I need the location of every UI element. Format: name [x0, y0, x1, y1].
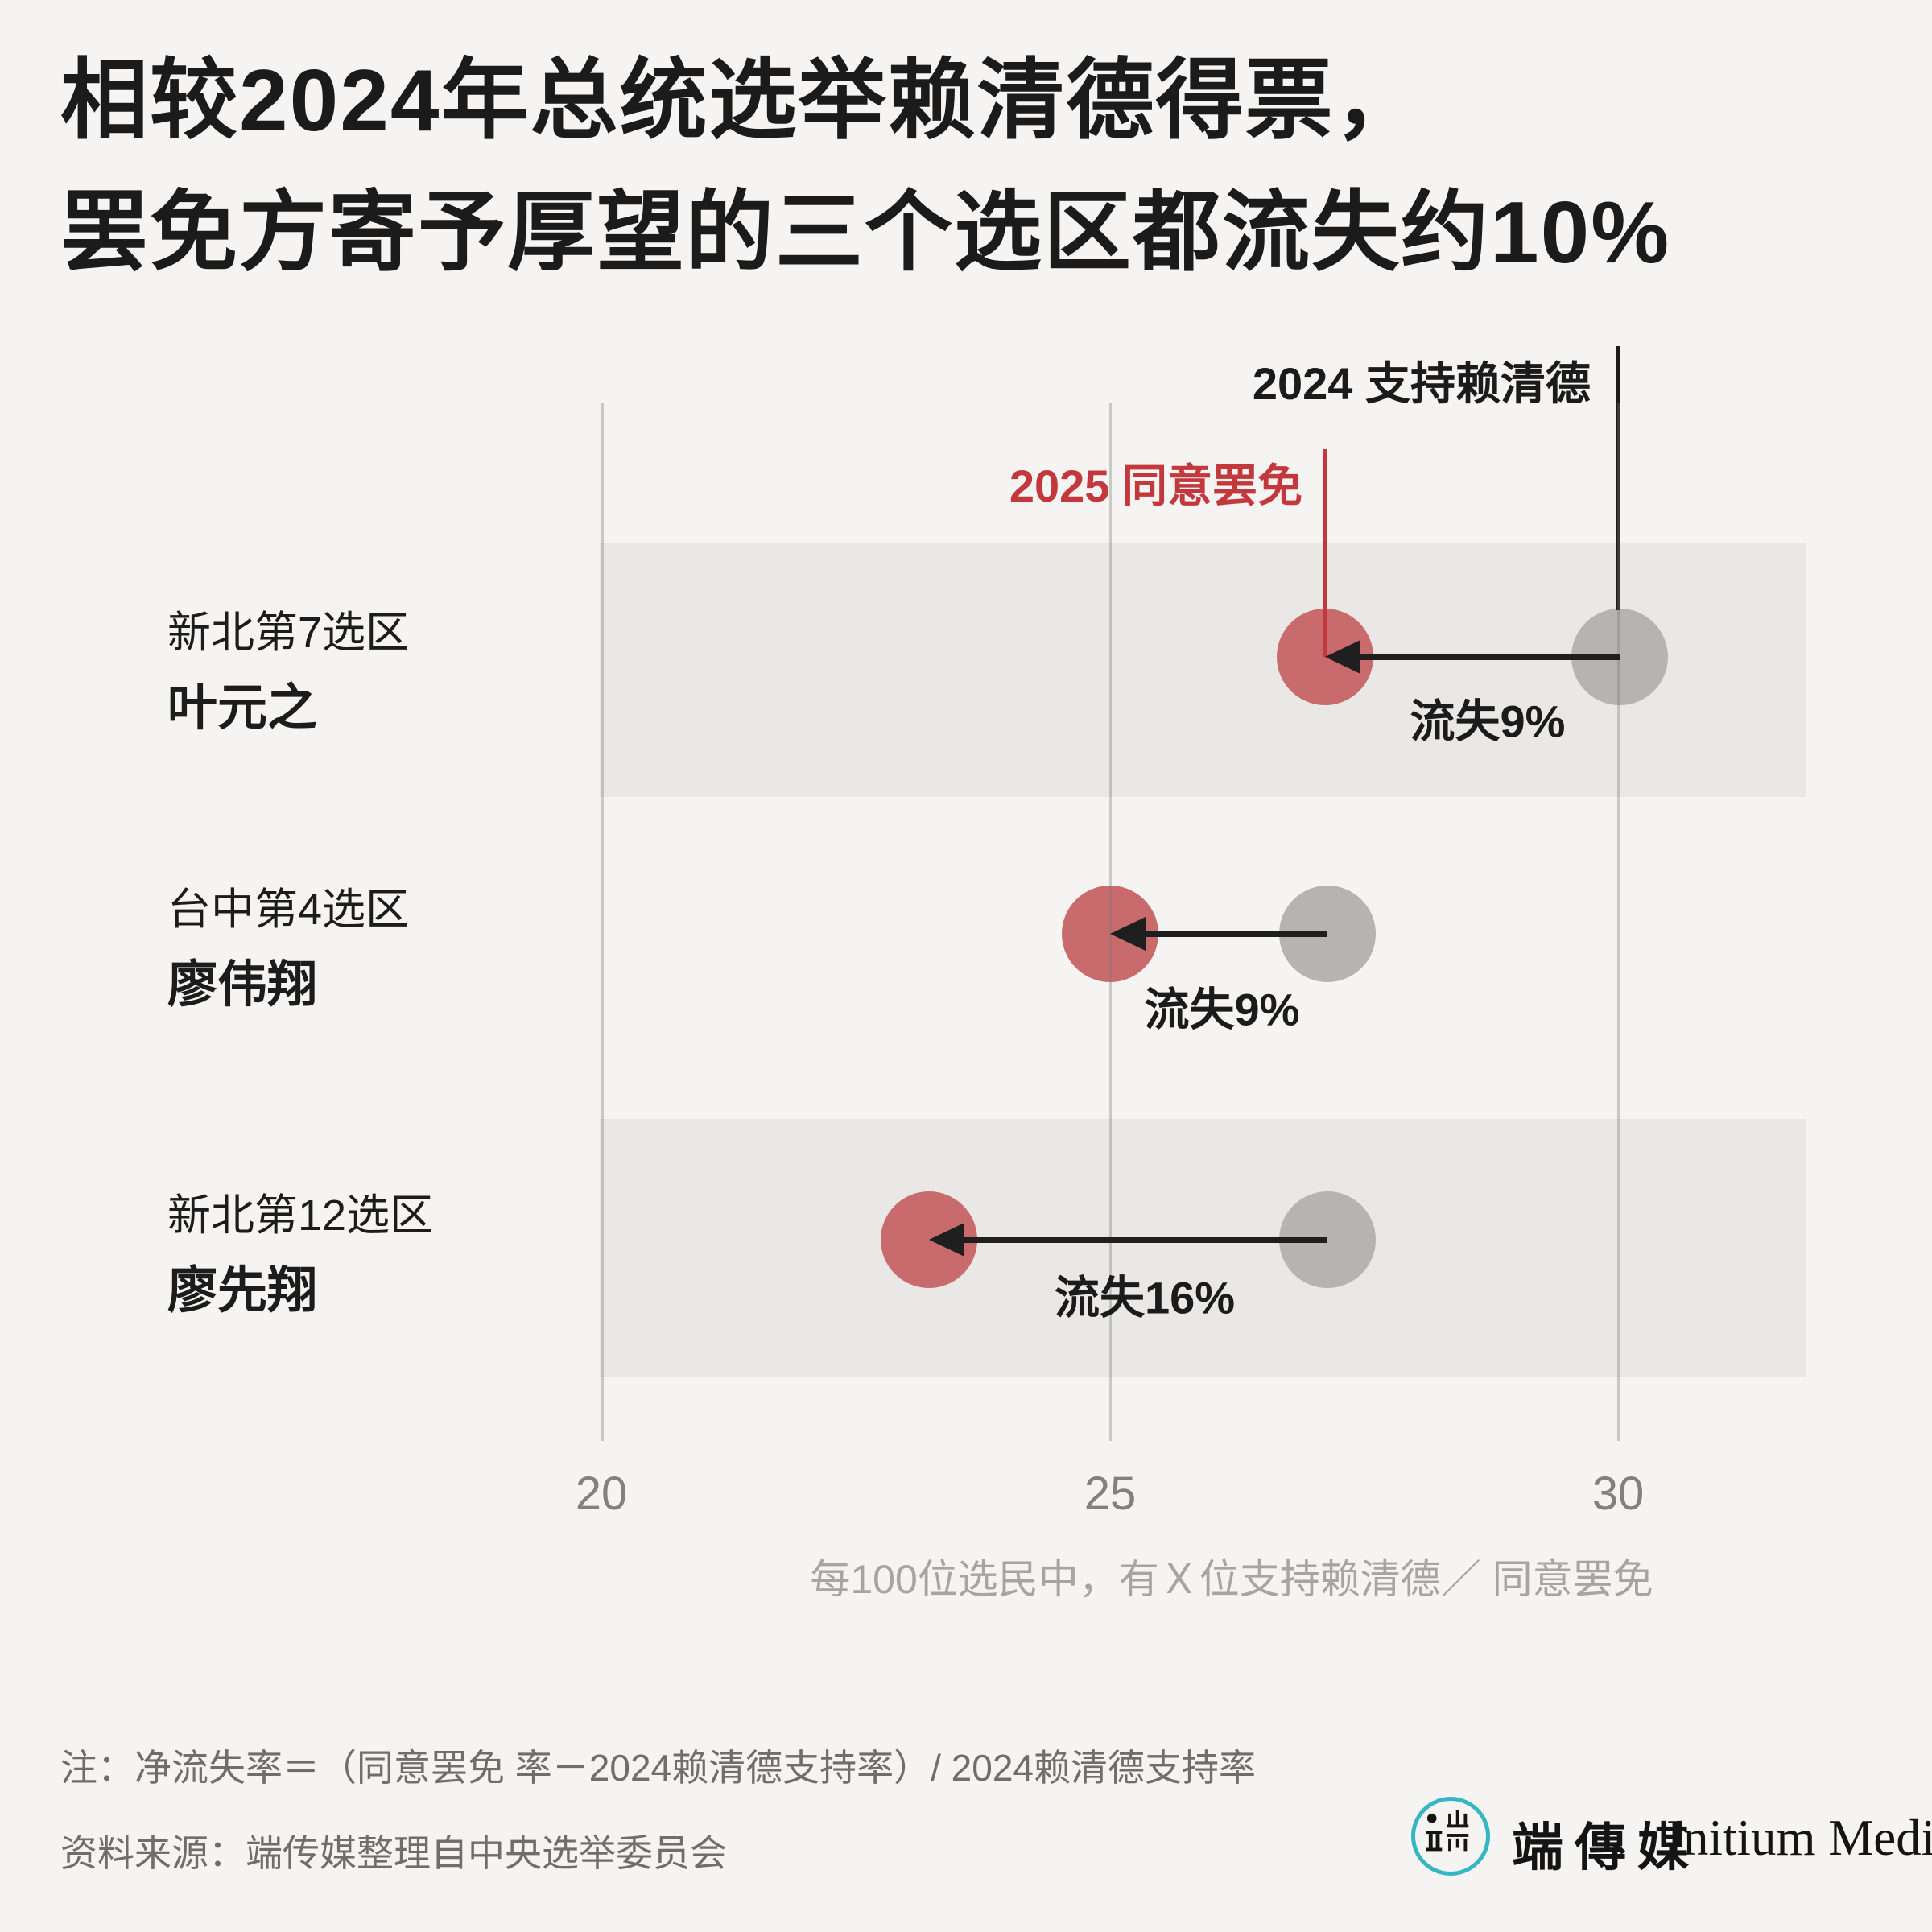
row-3-candidate: 廖先翔 — [167, 1263, 318, 1319]
x-tick-20: 20 — [575, 1468, 628, 1520]
row-band-3 — [600, 1119, 1806, 1377]
pointer-line-2025 — [1323, 449, 1327, 657]
chart-title: 相较2024年总统选举赖清德得票， 罢免方寄予厚望的三个选区都流失约10% — [60, 35, 1670, 299]
row-1-arrow-head-icon — [1325, 640, 1360, 674]
row-3-district: 新北第12选区 — [167, 1191, 434, 1240]
logo-latin-text: Initium Media — [1666, 1810, 1932, 1866]
gridline-30 — [1617, 402, 1620, 1441]
row-1-district: 新北第7选区 — [167, 609, 410, 657]
row-2-arrow-head-icon — [1110, 917, 1146, 951]
footnote-formula: 注：净流失率＝（同意罢免 率－2024赖清德支持率）/ 2024赖清德支持率 — [60, 1747, 1257, 1789]
row-1-loss-label: 流失9% — [1410, 696, 1566, 747]
pointer-line-2024 — [1616, 346, 1620, 610]
x-axis-label: 每100位选民中，有Ｘ位支持赖清德／ 同意罢免 — [810, 1557, 1653, 1602]
row-3-arrow-head-icon — [929, 1223, 964, 1257]
legend-2025-recall: 2025 同意罢免 — [1009, 460, 1302, 511]
row-1-arrow-line — [1356, 654, 1620, 660]
chart-title-line-1: 相较2024年总统选举赖清德得票， — [60, 52, 1424, 150]
initium-logo-icon — [1426, 1810, 1469, 1852]
row-1-candidate: 叶元之 — [167, 680, 318, 736]
row-1-label: 新北第7选区 叶元之 — [167, 607, 409, 737]
row-3-arrow-line — [960, 1237, 1327, 1243]
logo-cjk-text: 端傳媒 — [1512, 1818, 1700, 1876]
x-tick-25: 25 — [1084, 1468, 1137, 1520]
row-3-loss-label: 流失16% — [1054, 1272, 1236, 1323]
row-2-label: 台中第4选区 廖伟翔 — [167, 884, 409, 1014]
chart-title-line-2: 罢免方寄予厚望的三个选区都流失约10% — [60, 183, 1671, 282]
gridline-20 — [601, 402, 604, 1441]
row-2-candidate: 廖伟翔 — [167, 957, 318, 1013]
initium-logo-circle — [1411, 1797, 1490, 1876]
x-tick-30: 30 — [1591, 1468, 1645, 1520]
row-2-loss-label: 流失9% — [1144, 984, 1300, 1035]
footnote-source: 资料来源：端传媒整理自中央选举委员会 — [60, 1832, 727, 1874]
legend-2024-lai: 2024 支持赖清德 — [1252, 358, 1591, 409]
row-2-arrow-line — [1141, 931, 1327, 937]
row-3-label: 新北第12选区 廖先翔 — [167, 1190, 433, 1320]
row-2-district: 台中第4选区 — [167, 886, 410, 934]
